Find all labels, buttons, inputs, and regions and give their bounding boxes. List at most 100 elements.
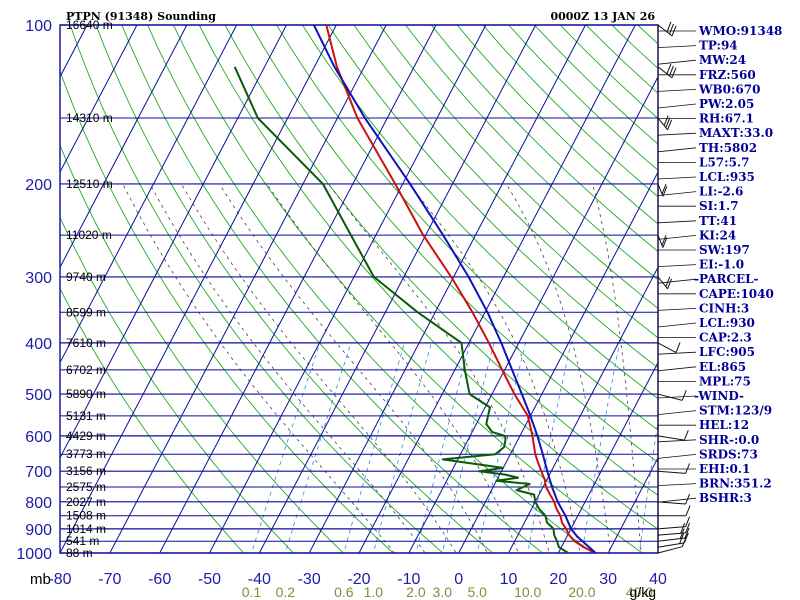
wind-barb-flag (662, 237, 668, 248)
dry-adiabats (60, 25, 658, 553)
stat-item: BRN:351.2 (699, 477, 772, 491)
wind-barb (657, 526, 686, 530)
dry-adiabat-line (95, 25, 494, 553)
height-label: 9740 m (66, 270, 106, 284)
wind-barb-flag (665, 276, 671, 287)
wind-barb-flag (685, 522, 691, 534)
height-label: 8599 m (66, 305, 106, 319)
height-label: 2575 m (66, 480, 106, 494)
stat-leader-line (657, 497, 697, 503)
stat-item: LCL:935 (699, 170, 755, 184)
pressure-tick-label: 300 (25, 270, 52, 287)
stat-item: SHR-:0.0 (699, 433, 759, 447)
wind-barb-flag (683, 532, 689, 544)
dry-adiabat-line (147, 25, 594, 553)
pressure-tick-label: 400 (25, 336, 52, 353)
stat-item: RH:67.1 (699, 112, 754, 126)
isotherms (60, 25, 658, 553)
stat-item: SW:197 (699, 243, 750, 257)
mixing-ratio-labels: 0.1 0.2 0.6 1.0 2.0 3.0 5.0 10.0 20.0 40.0 (242, 584, 654, 600)
stat-leader-line (657, 366, 697, 372)
temperature-tick-label: -30 (298, 571, 321, 588)
temperature-tick-labels: -80 -70 -60 -50 -40 -30 -20 -10 0 10 20 30 40 (48, 571, 667, 588)
temperature-tick-label: -50 (198, 571, 221, 588)
stat-leader-line (657, 45, 697, 48)
pressure-tick-label: 100 (25, 18, 52, 35)
stat-leader-line (657, 176, 697, 180)
wind-barb-flag (685, 516, 691, 527)
stat-item: CINH:3 (699, 301, 749, 315)
stat-item: CAP:2.3 (699, 331, 752, 345)
stat-item: LFC:905 (699, 345, 755, 359)
wind-barb-flag (663, 115, 669, 126)
mixing-ratio-line (251, 342, 321, 553)
temperature-tick-label: -80 (48, 571, 71, 588)
pressure-tick-label: 500 (25, 387, 52, 404)
wind-barb-flag (666, 21, 672, 33)
height-label: 541 m (66, 534, 99, 548)
wind-barb-flag (675, 342, 681, 353)
isotherm-line (308, 25, 586, 553)
wind-barb (657, 501, 686, 505)
wind-barb (657, 24, 673, 37)
sounding-profiles (233, 25, 597, 553)
isotherm-line (159, 25, 437, 553)
height-label: 1014 m (66, 522, 106, 536)
height-label: 11020 m (66, 228, 112, 242)
mixing-ratio-line (638, 419, 658, 553)
mixing-ratio-lines (251, 342, 658, 553)
stat-item: STM:123/9 (699, 404, 772, 418)
dry-adiabat-line (69, 25, 444, 553)
wind-barb-flag (666, 63, 672, 74)
mixing-ratio-line (343, 342, 405, 553)
mixing-ratio-line (476, 342, 526, 553)
height-label: 6702 m (66, 363, 106, 377)
wind-barb-flag (667, 119, 673, 131)
isotherm-line (60, 25, 238, 364)
stat-item: BSHR:3 (699, 491, 752, 505)
mixing-ratio-label: 5.0 (467, 584, 487, 600)
height-label: 7610 m (66, 336, 106, 350)
stat-leader-line (657, 89, 697, 92)
dry-adiabat-line (302, 25, 658, 400)
isotherm-line (557, 361, 658, 553)
isotherm-line (607, 456, 658, 553)
wind-barb-flag (669, 65, 674, 76)
height-label: 5890 m (66, 387, 106, 401)
isotherm-line (60, 25, 138, 174)
wind-barb (657, 117, 668, 131)
height-label: 1508 m (66, 509, 106, 523)
stat-leader-line (657, 59, 697, 65)
dry-adiabat-line (405, 25, 658, 281)
stat-leader-line (657, 454, 697, 459)
pressure-tick-label: 1000 (16, 546, 52, 563)
wind-barb-flag (683, 429, 689, 441)
stat-leader-line (657, 235, 697, 240)
stat-item: MAXT:33.0 (699, 126, 773, 140)
wind-barb (657, 183, 664, 197)
moist-adiabat-line (149, 183, 426, 553)
height-labels: 16640 m 14310 m 12510 m 11020 m 9740 m 8599 m… (66, 18, 113, 560)
moist-adiabat-line (592, 183, 642, 553)
dry-adiabat-line (327, 25, 658, 369)
wind-barb-flag (669, 23, 674, 35)
dry-adiabat-line (60, 69, 394, 553)
dry-adiabat-line (60, 216, 295, 553)
dry-adiabat-line (276, 25, 658, 431)
height-label: 4429 m (66, 429, 106, 443)
stat-item: FRZ:560 (699, 68, 756, 82)
wind-barb-flag (671, 67, 677, 78)
dewpoint-line (233, 66, 569, 553)
isotherm-line (508, 266, 658, 553)
isotherm-line (458, 171, 658, 553)
stat-leader-line (657, 483, 697, 486)
dry-adiabat-line (121, 25, 544, 553)
isotherm-line (60, 25, 287, 459)
stat-leader-line (657, 147, 697, 153)
stat-item: MW:24 (699, 53, 746, 67)
isotherm-line (258, 25, 537, 553)
wind-barb (657, 342, 677, 353)
temperature-tick-label: -70 (98, 571, 121, 588)
mixing-ratio-label: 3.0 (433, 584, 453, 600)
wind-barb-flag (680, 523, 686, 534)
